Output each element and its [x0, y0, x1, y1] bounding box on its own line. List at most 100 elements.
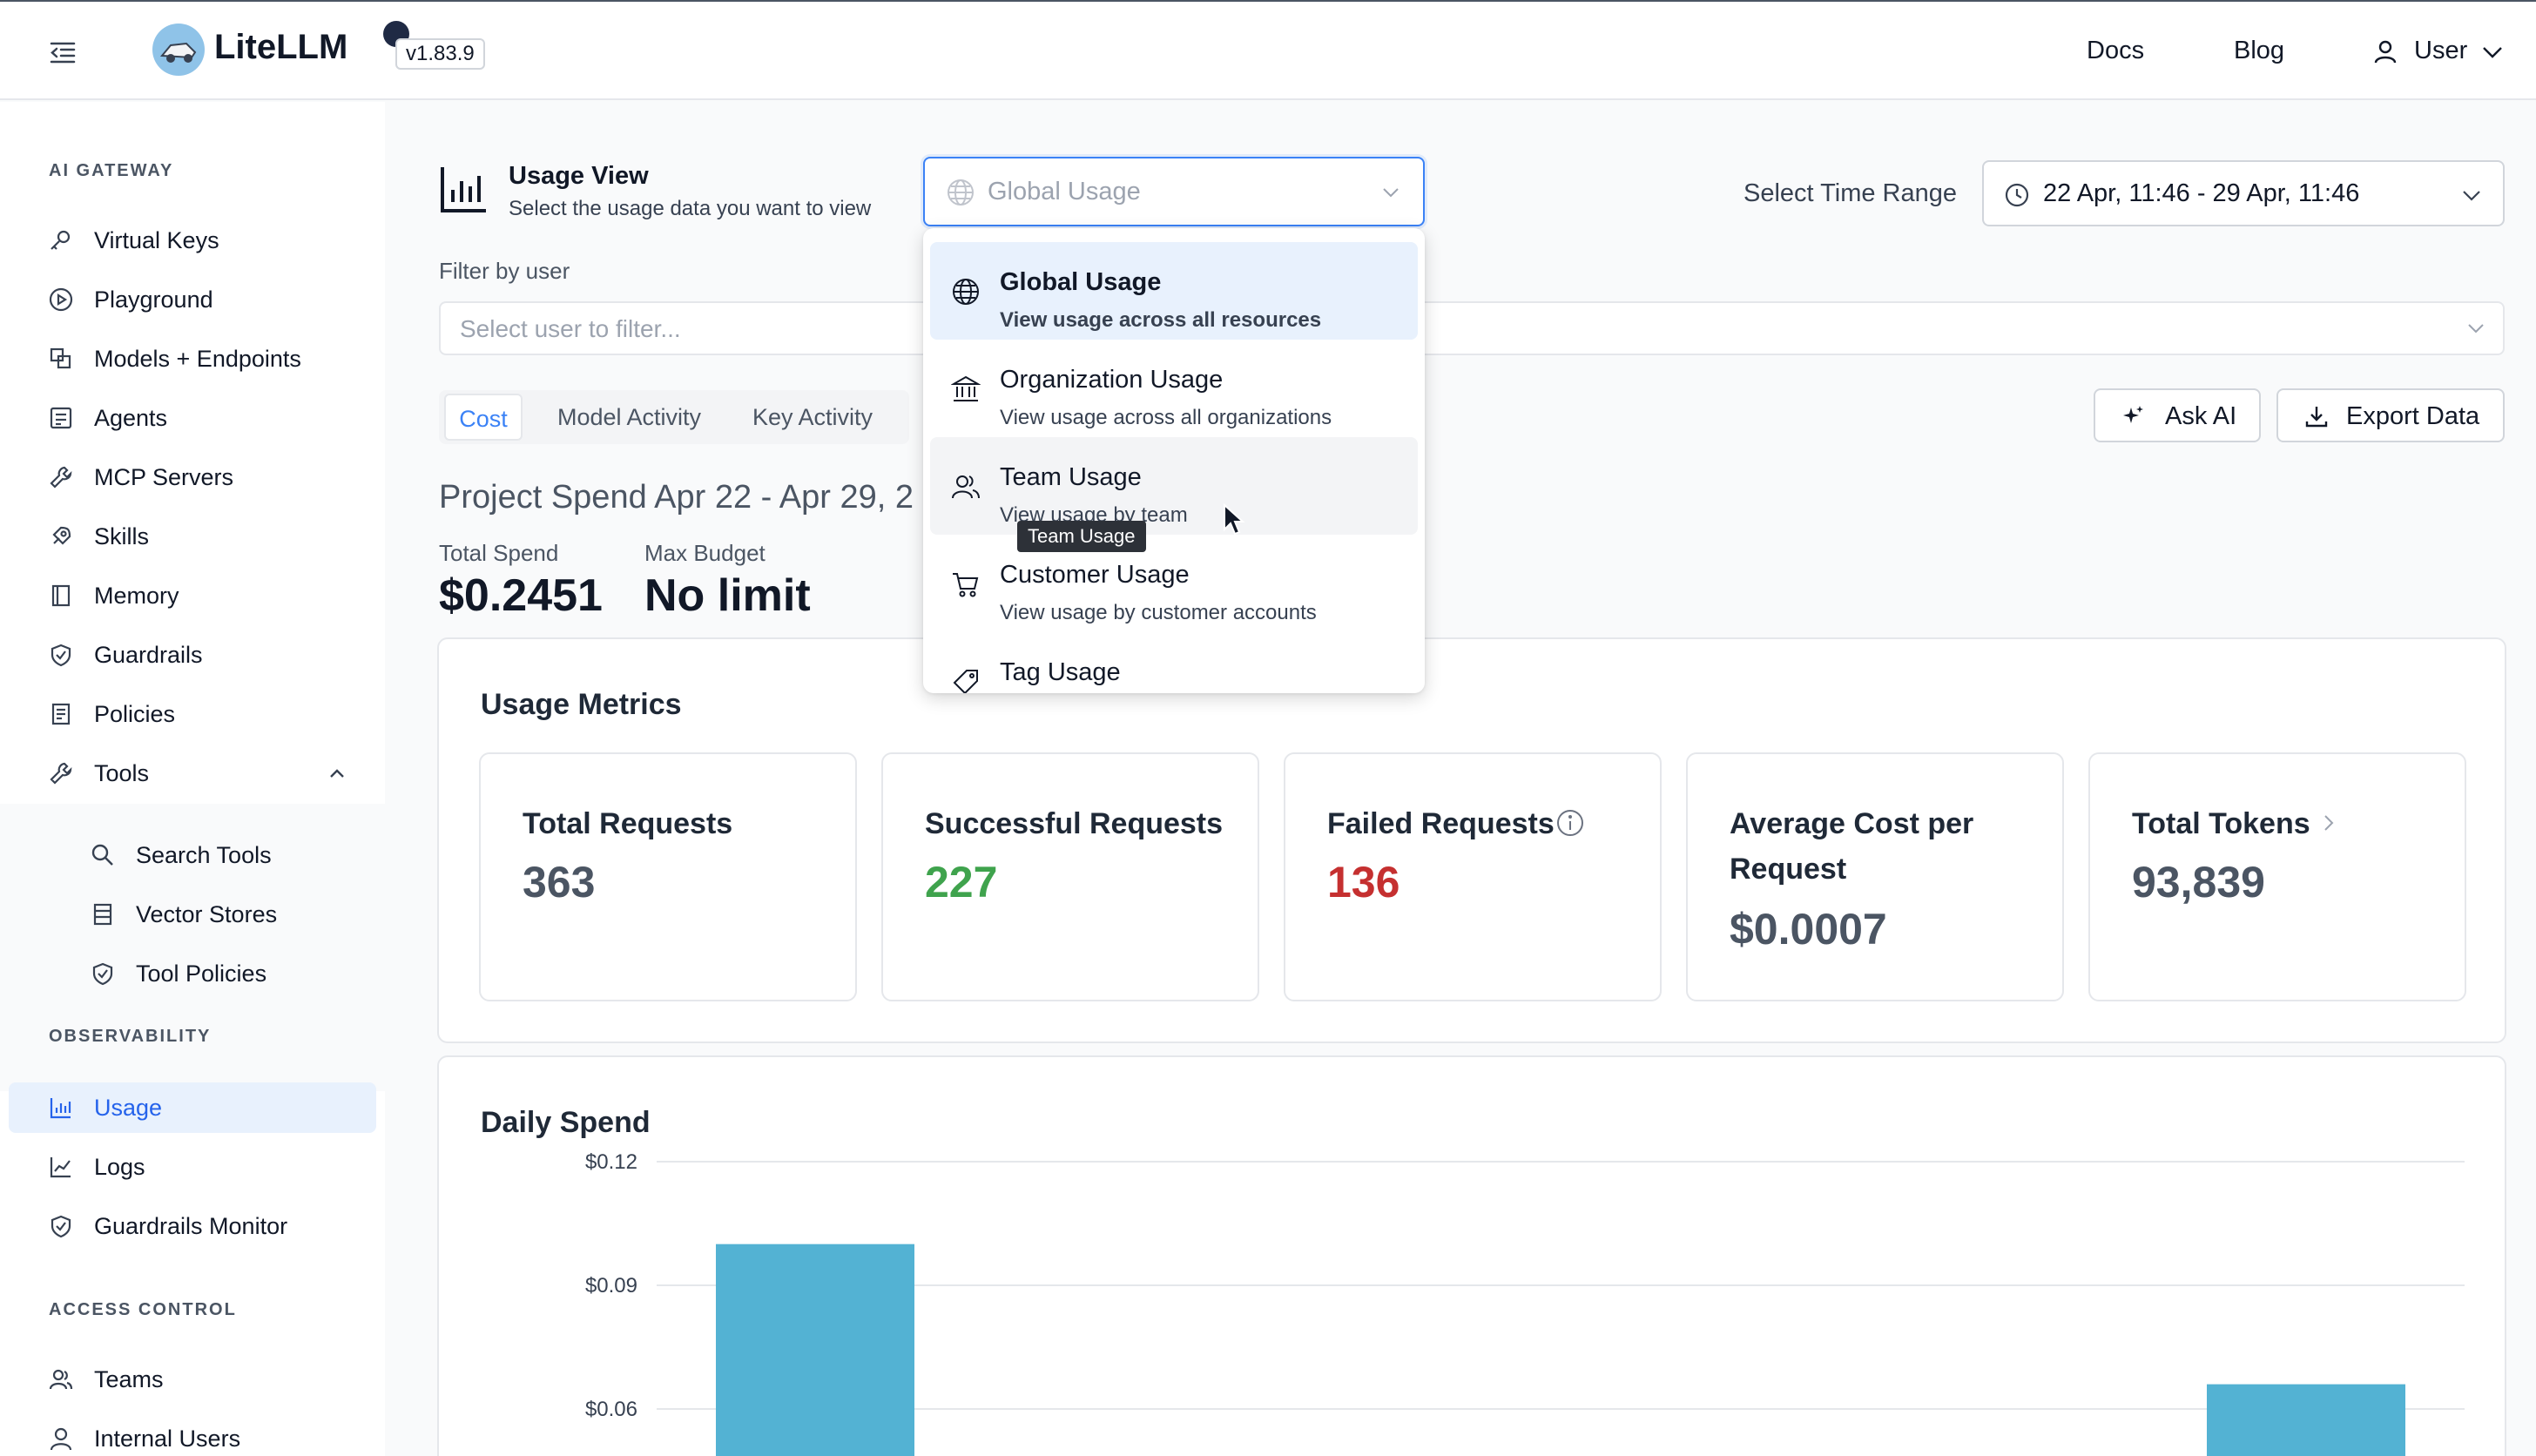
daily-spend-title: Daily Spend	[481, 1106, 651, 1139]
usage-metrics-title: Usage Metrics	[481, 688, 682, 721]
sidebar-item-virtual-keys[interactable]: Virtual Keys	[9, 215, 376, 266]
option-description: View usage across all resources	[1000, 308, 1322, 332]
time-range-value: 22 Apr, 11:46 - 29 Apr, 11:46	[2043, 179, 2360, 207]
spend-bar[interactable]	[2207, 1384, 2405, 1456]
option-title: Tag Usage	[1000, 658, 1121, 686]
export-data-button[interactable]: Export Data	[2276, 388, 2505, 442]
sidebar-item-usage[interactable]: Usage	[9, 1082, 376, 1133]
chevron-down-icon	[2461, 185, 2482, 206]
option-tag-usage[interactable]: Tag Usage	[930, 632, 1418, 693]
info-icon[interactable]	[1555, 808, 1585, 838]
sidebar-item-logs[interactable]: Logs	[9, 1142, 376, 1192]
chevron-down-icon	[2466, 319, 2485, 338]
time-range-picker[interactable]: 22 Apr, 11:46 - 29 Apr, 11:46	[1982, 160, 2505, 226]
bank-icon	[951, 374, 981, 404]
sidebar-item-tools[interactable]: Tools	[9, 748, 376, 799]
sidebar-item-agents[interactable]: Agents	[9, 393, 376, 443]
wrench-icon	[49, 761, 73, 785]
option-description: View usage by customer accounts	[1000, 601, 1317, 624]
section-ai-gateway: AI GATEWAY	[49, 161, 174, 180]
database-icon	[91, 902, 115, 927]
option-global-usage[interactable]: Global Usage View usage across all resou…	[930, 242, 1418, 340]
option-title: Customer Usage	[1000, 561, 1190, 589]
shield-icon	[91, 961, 115, 986]
option-customer-usage[interactable]: Customer Usage View usage by customer ac…	[930, 535, 1418, 632]
sidebar-item-skills[interactable]: Skills	[9, 511, 376, 562]
sidebar-item-vector-stores[interactable]: Vector Stores	[0, 889, 385, 940]
team-icon	[49, 1367, 73, 1392]
sidebar-item-tool-policies[interactable]: Tool Policies	[0, 948, 385, 999]
project-spend-heading: Project Spend Apr 22 - Apr 29, 2	[439, 479, 914, 516]
top-header: LiteLLM v1.83.9 Docs Blog User	[0, 0, 2536, 100]
metric-successful-requests: Successful Requests 227	[881, 752, 1259, 1001]
option-organization-usage[interactable]: Organization Usage View usage across all…	[930, 340, 1418, 437]
team-usage-tooltip: Team Usage	[1017, 521, 1146, 552]
version-badge: v1.83.9	[395, 38, 485, 70]
daily-spend-chart: $0.12 $0.09 $0.06	[585, 1150, 2465, 1456]
section-access-control: ACCESS CONTROL	[49, 1300, 237, 1319]
option-title: Global Usage	[1000, 268, 1162, 296]
export-data-label: Export Data	[2346, 402, 2480, 430]
total-spend-value: $0.2451	[439, 570, 603, 621]
user-label: User	[2414, 37, 2468, 64]
metric-value: 93,839	[2132, 858, 2265, 907]
brand-name[interactable]: LiteLLM	[214, 28, 348, 66]
sidebar-item-mcp-servers[interactable]: MCP Servers	[9, 452, 376, 502]
usage-view-select[interactable]: Global Usage	[923, 157, 1425, 226]
option-team-usage[interactable]: Team Usage View usage by team	[930, 437, 1418, 535]
agent-icon	[49, 406, 73, 430]
sparkle-icon	[2121, 404, 2146, 428]
metric-failed-requests: Failed Requests 136	[1284, 752, 1662, 1001]
sidebar-item-search-tools[interactable]: Search Tools	[0, 830, 385, 880]
sidebar-item-label: Logs	[94, 1154, 145, 1180]
sidebar-item-label: Memory	[94, 583, 179, 609]
sidebar-item-guardrails-monitor[interactable]: Guardrails Monitor	[9, 1201, 376, 1251]
metric-label: Failed Requests	[1327, 807, 1555, 840]
user-icon	[2372, 38, 2398, 64]
tab-cost[interactable]: Cost	[444, 394, 523, 441]
user-menu[interactable]: User	[2372, 35, 2503, 70]
metric-label: Successful Requests	[925, 807, 1224, 840]
spend-bar[interactable]	[716, 1244, 914, 1456]
sidebar-item-memory[interactable]: Memory	[9, 570, 376, 621]
sidebar-item-guardrails[interactable]: Guardrails	[9, 630, 376, 680]
y-tick-label: $0.09	[585, 1274, 637, 1298]
chevron-right-icon	[2320, 813, 2337, 832]
chevron-up-icon[interactable]	[327, 764, 347, 783]
docs-link[interactable]: Docs	[2087, 37, 2145, 64]
sidebar-item-label: Vector Stores	[136, 901, 278, 927]
tab-key-activity[interactable]: Key Activity	[752, 404, 873, 430]
wrench-icon	[49, 465, 73, 489]
sidebar-item-label: Models + Endpoints	[94, 346, 301, 372]
sidebar-item-teams[interactable]: Teams	[9, 1354, 376, 1405]
litellm-logo-icon	[152, 23, 206, 77]
blog-link[interactable]: Blog	[2234, 37, 2285, 64]
sidebar-item-label: Playground	[94, 286, 213, 313]
usage-view-icon	[439, 164, 489, 214]
max-budget-value: No limit	[644, 570, 811, 621]
ask-ai-button[interactable]: Ask AI	[2094, 388, 2261, 442]
sidebar-item-label: MCP Servers	[94, 464, 234, 490]
user-filter-placeholder: Select user to filter...	[460, 315, 681, 342]
tab-model-activity[interactable]: Model Activity	[557, 404, 702, 430]
y-tick-label: $0.06	[585, 1398, 637, 1421]
section-observability: OBSERVABILITY	[49, 1027, 212, 1046]
mouse-cursor-icon	[1223, 503, 1245, 536]
sidebar-item-models[interactable]: Models + Endpoints	[9, 334, 376, 384]
sidebar-item-label: Teams	[94, 1366, 164, 1392]
metric-total-tokens[interactable]: Total Tokens 93,839	[2088, 752, 2466, 1001]
user-filter-select[interactable]: Select user to filter...	[439, 301, 2505, 355]
sidebar-item-policies[interactable]: Policies	[9, 689, 376, 739]
metric-value: 363	[523, 858, 596, 907]
sidebar-item-label: Skills	[94, 523, 150, 549]
menu-collapse-icon[interactable]	[49, 38, 77, 66]
user-icon	[49, 1426, 73, 1451]
usage-view-select-value: Global Usage	[988, 178, 1141, 206]
sidebar-item-internal-users[interactable]: Internal Users	[9, 1413, 376, 1456]
cart-icon	[951, 570, 981, 599]
search-icon	[91, 843, 115, 867]
sidebar-item-label: Guardrails	[94, 642, 203, 668]
usage-view-title: Usage View	[509, 162, 649, 190]
metric-label: Average Cost per Request	[1730, 807, 1974, 886]
sidebar-item-playground[interactable]: Playground	[9, 274, 376, 325]
